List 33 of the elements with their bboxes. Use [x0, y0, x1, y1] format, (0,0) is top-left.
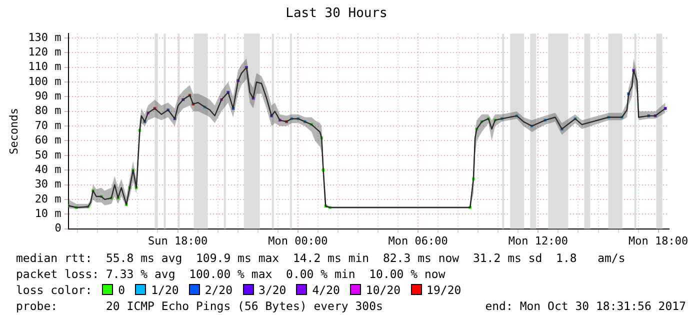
legend-label: 4/20 [312, 283, 340, 297]
y-tick-label: 130 m [28, 30, 62, 44]
y-tick-label: 120 m [28, 46, 62, 59]
y-tick-label: 110 m [28, 60, 62, 74]
x-tick-label: Mon 18:00 [628, 234, 688, 248]
text: median rtt: 55.8 ms avg 109.9 ms max 14.2 ms min 82.3 ms now 31.2 ms sd 1.8 am/s [16, 250, 626, 266]
y-tick-label: 90 m [34, 90, 62, 103]
y-tick-label: 80 m [34, 104, 62, 118]
y-tick-label: 20 m [34, 192, 62, 206]
y-tick-label: 70 m [34, 118, 62, 132]
x-tick-label: Sun 18:00 [148, 234, 208, 248]
y-tick-label: 10 m [34, 206, 62, 220]
y-tick-label: 30 m [34, 178, 62, 191]
legend-label: 1/20 [151, 283, 179, 297]
legend-label: 3/20 [258, 283, 286, 297]
text: end: Mon Oct 30 18:31:56 2017 [485, 298, 686, 314]
y-tick-label: 60 m [34, 134, 62, 147]
y-tick-label: 100 m [28, 74, 62, 88]
y-tick-label: 50 m [34, 148, 62, 162]
legend-label: 0 [118, 283, 126, 297]
y-axis-title: Seconds [7, 108, 20, 154]
text: packet loss: 7.33 % avg 100.00 % max 0.00 % min 10.00 % now [16, 266, 446, 282]
chart-title: Last 30 Hours [286, 6, 388, 22]
legend-label: 19/20 [426, 283, 462, 297]
y-tick-label: 40 m [34, 162, 62, 176]
legend-title: loss color: [16, 283, 92, 297]
x-tick-label: Mon 06:00 [388, 234, 448, 248]
legend-label: 10/20 [366, 283, 401, 297]
x-tick-label: Mon 00:00 [268, 234, 328, 248]
y-tick-label: 0 [54, 222, 62, 235]
x-tick-label: Mon 12:00 [508, 234, 568, 248]
legend-label: 2/20 [204, 283, 233, 297]
text: probe: 20 ICMP Echo Pings (56 Bytes) every 300s [16, 298, 383, 314]
